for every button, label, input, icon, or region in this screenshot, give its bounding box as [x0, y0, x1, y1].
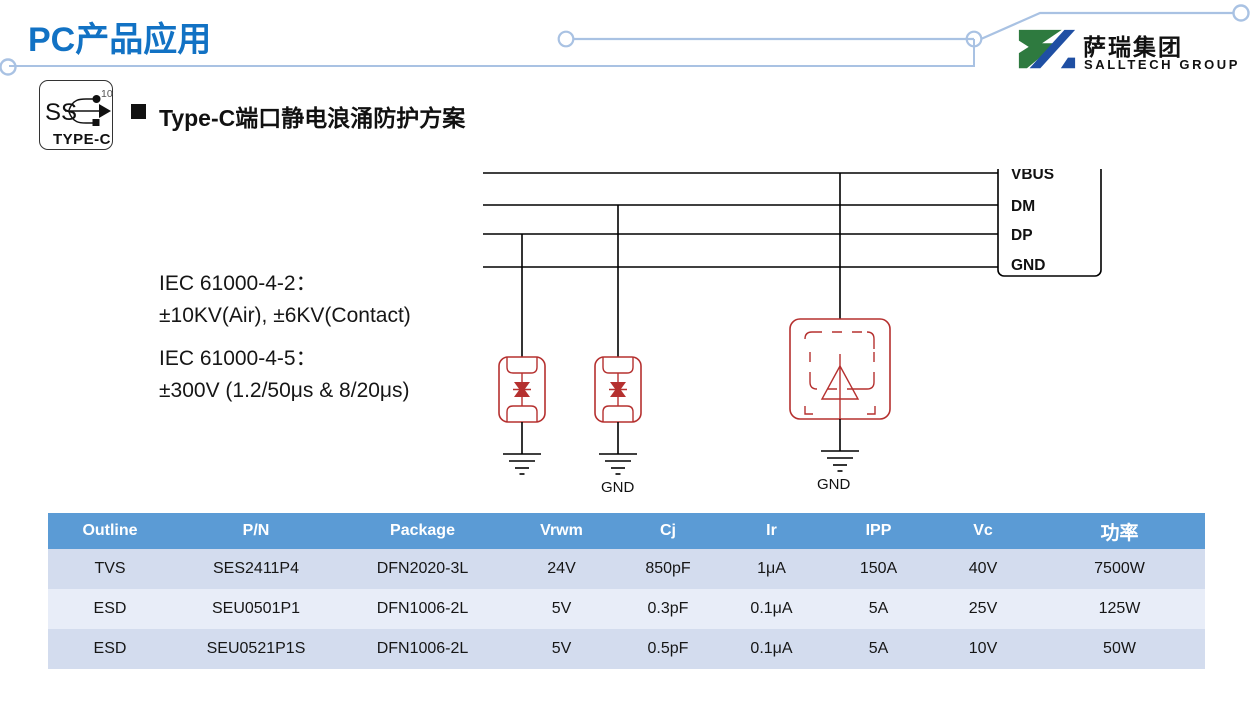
- svg-text:GND: GND: [601, 479, 635, 496]
- svg-text:GND: GND: [1011, 257, 1045, 274]
- svg-text:TYPE-C: TYPE-C: [53, 131, 111, 148]
- svg-text:10: 10: [101, 88, 113, 100]
- svg-text:GND: GND: [817, 476, 851, 493]
- svg-text:VBUS: VBUS: [1011, 169, 1054, 183]
- svg-text:DP: DP: [1011, 227, 1033, 244]
- svg-text:DM: DM: [1011, 198, 1035, 215]
